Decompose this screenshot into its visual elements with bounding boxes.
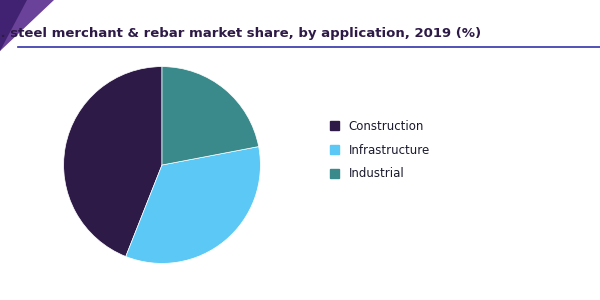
Wedge shape bbox=[64, 67, 162, 256]
Text: U.S. steel merchant & rebar market share, by application, 2019 (%): U.S. steel merchant & rebar market share… bbox=[0, 27, 481, 40]
Polygon shape bbox=[0, 0, 27, 51]
Polygon shape bbox=[0, 0, 54, 51]
Legend: Construction, Infrastructure, Industrial: Construction, Infrastructure, Industrial bbox=[330, 120, 430, 180]
Wedge shape bbox=[126, 147, 260, 263]
Wedge shape bbox=[162, 67, 259, 165]
